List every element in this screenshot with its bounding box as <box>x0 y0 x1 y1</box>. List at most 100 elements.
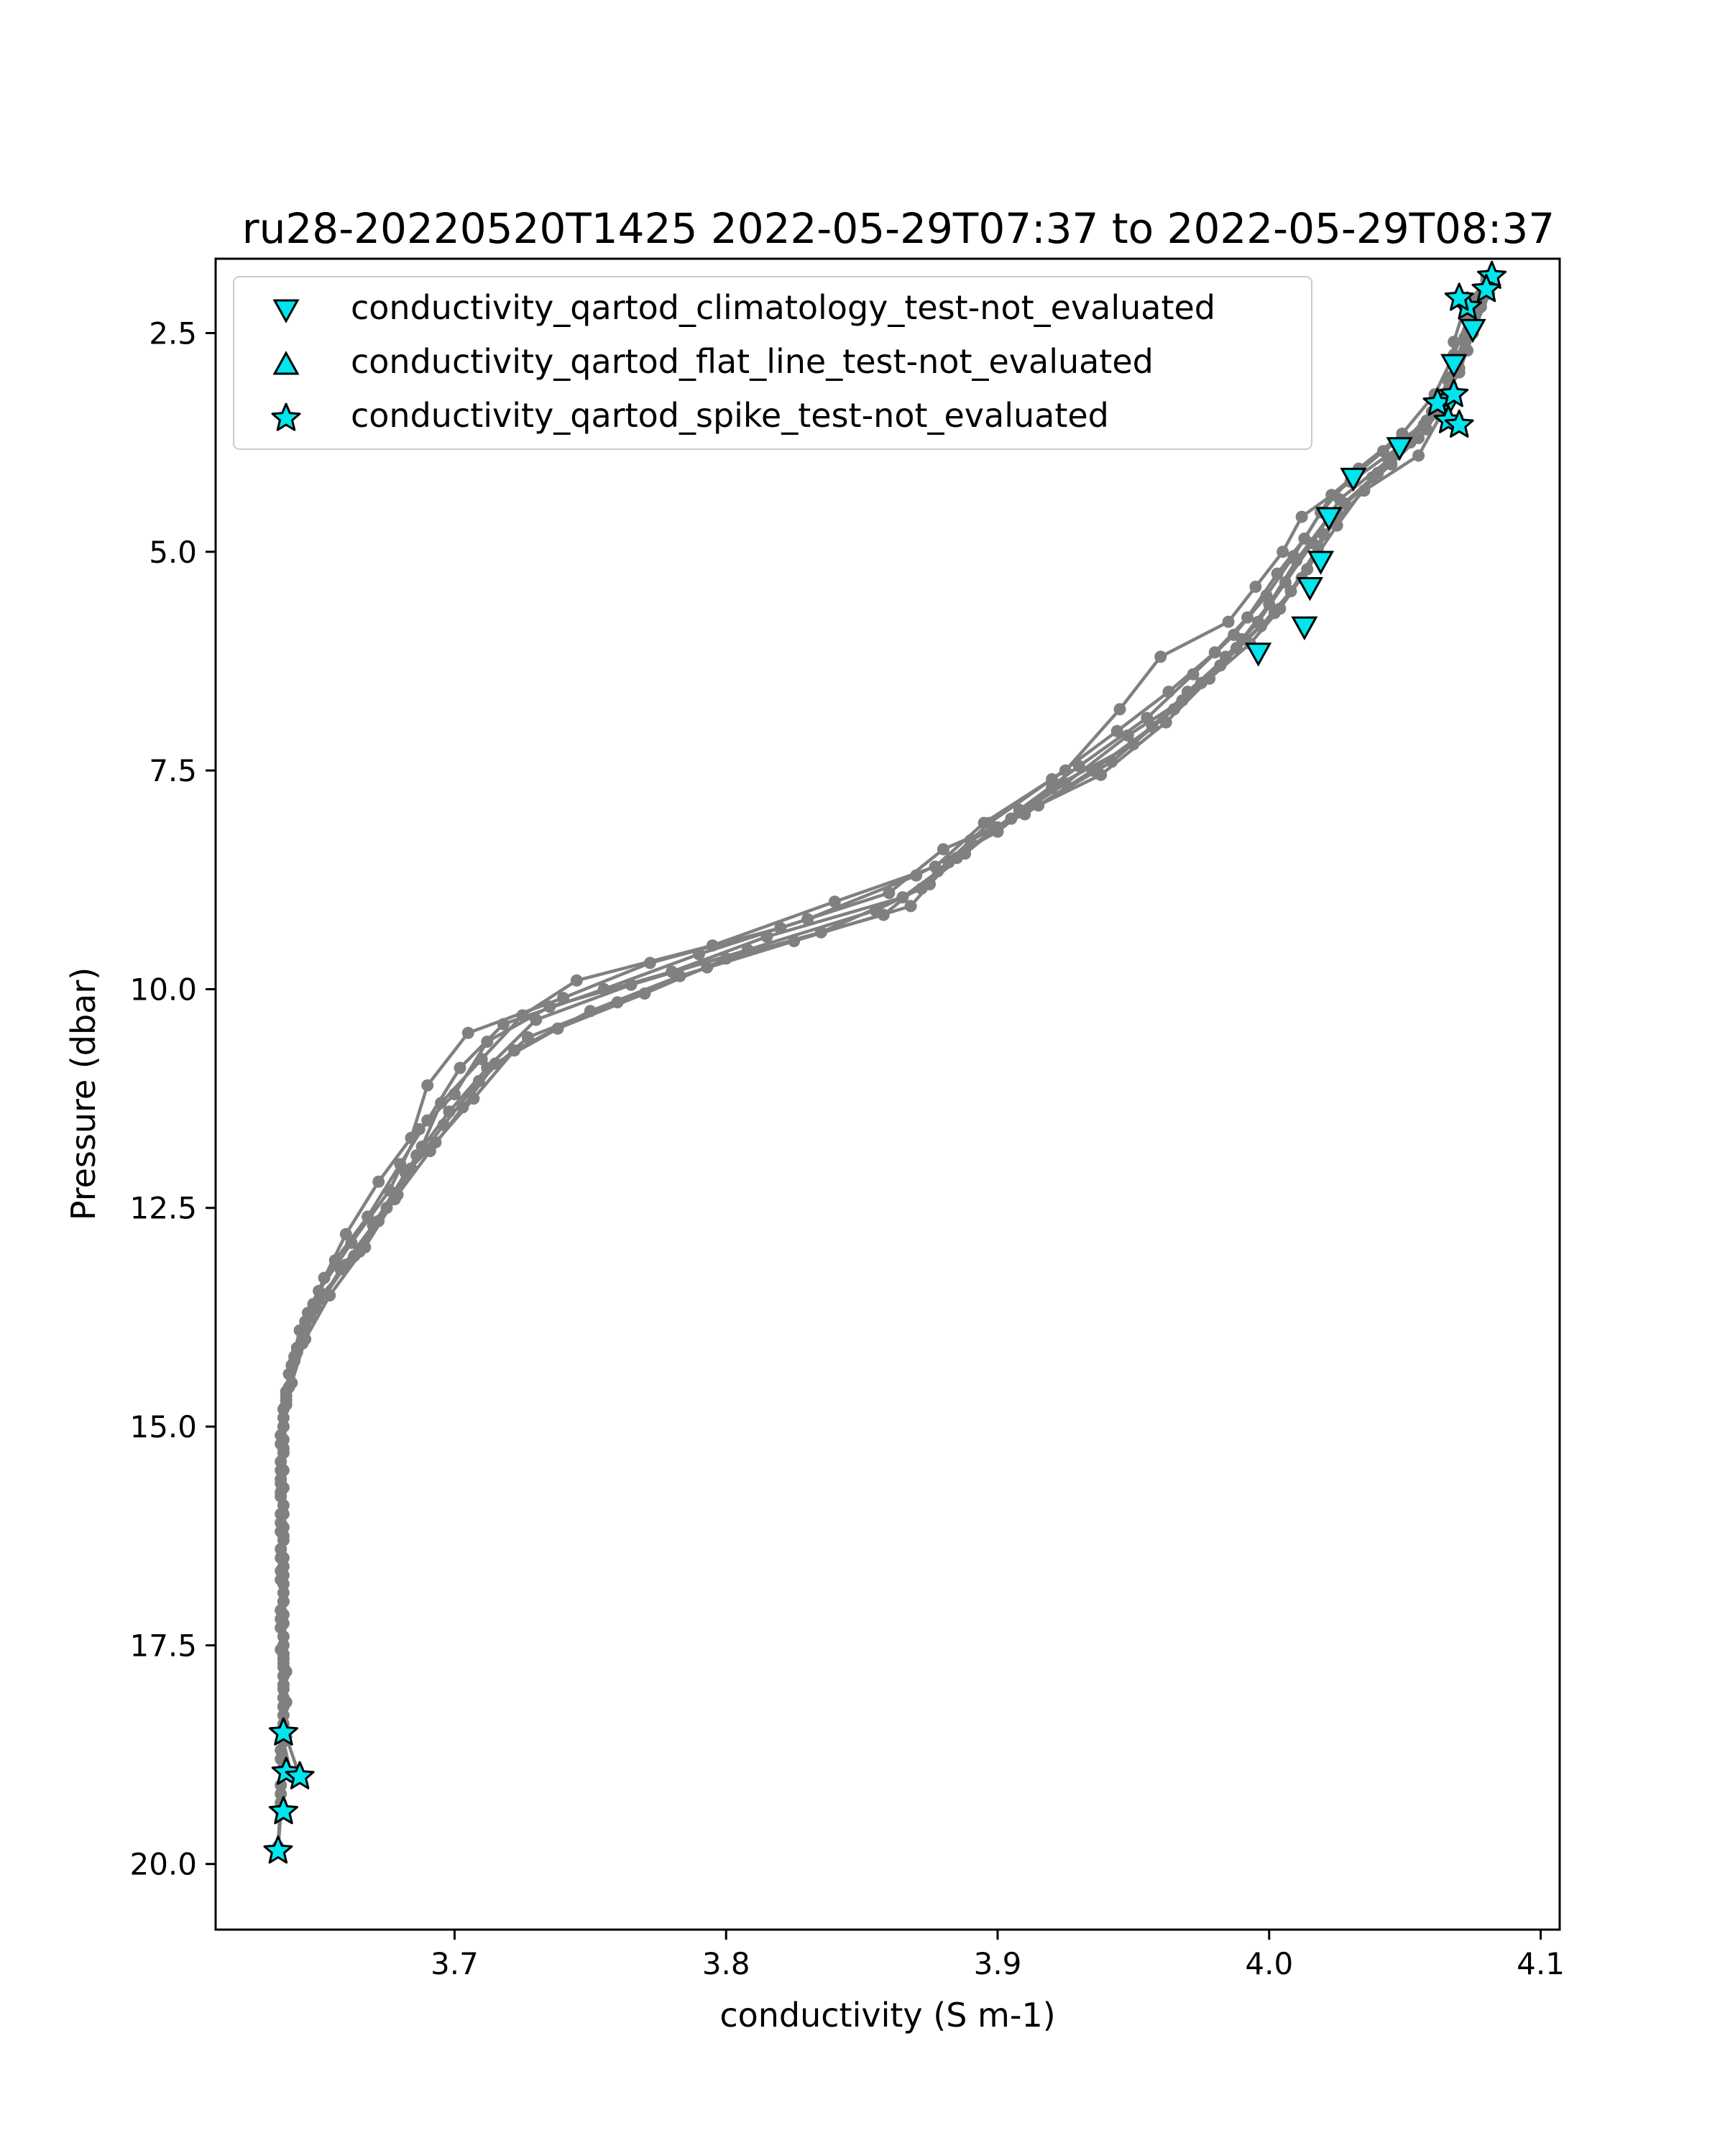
y-tick-label: 17.5 <box>129 1628 197 1663</box>
profile-point <box>828 895 841 908</box>
profile-point <box>359 1241 372 1253</box>
profile-point <box>1252 615 1265 628</box>
profile-point <box>877 908 890 921</box>
profile-point <box>1417 418 1430 431</box>
climatology-marker <box>1440 354 1468 378</box>
profile-point <box>339 1227 352 1240</box>
profile-point <box>1276 545 1289 558</box>
profile-point <box>1461 344 1474 357</box>
climatology-marker <box>1307 550 1335 575</box>
profile-point <box>275 1508 288 1521</box>
profile-point <box>448 1088 461 1100</box>
legend-markers <box>271 299 301 431</box>
profile-point <box>1241 611 1254 624</box>
y-tick-label: 20.0 <box>129 1847 197 1882</box>
x-axis-label: conductivity (S m-1) <box>719 1996 1055 2035</box>
y-tick-label: 5.0 <box>149 535 197 570</box>
qc-markers <box>263 260 1507 1864</box>
profile-point <box>323 1289 336 1302</box>
profile-point <box>277 1682 290 1695</box>
profile-point <box>643 957 656 969</box>
profile-point <box>285 1376 298 1389</box>
legend-marker-spike <box>271 402 301 431</box>
profile-point <box>345 1236 358 1249</box>
x-tick-label: 4.0 <box>1245 1946 1293 1981</box>
profile-point <box>391 1189 404 1201</box>
profile-point <box>1176 694 1189 707</box>
climatology-marker <box>1291 616 1318 641</box>
spike-marker <box>1471 274 1501 303</box>
profile-point <box>692 948 705 961</box>
profile-point <box>1376 445 1389 458</box>
profile-point <box>1298 533 1311 545</box>
profile-point <box>456 1101 469 1114</box>
climatology-marker <box>1340 467 1367 492</box>
profile-point <box>461 1026 474 1039</box>
climatology-marker <box>1386 437 1413 461</box>
profile-point <box>275 1644 288 1656</box>
profile-point <box>1219 650 1232 663</box>
profile-point <box>1295 510 1308 523</box>
profile-point <box>1301 563 1314 576</box>
profile-point <box>910 869 923 882</box>
profile-point <box>570 974 583 987</box>
profile-point <box>1249 581 1262 593</box>
y-tick-label: 15.0 <box>129 1409 197 1445</box>
y-tick-label: 2.5 <box>149 315 197 351</box>
profile-point <box>423 1145 436 1158</box>
profile-point <box>313 1284 326 1297</box>
profile-point <box>1287 550 1300 563</box>
x-tick-label: 4.1 <box>1517 1946 1565 1981</box>
x-axis: 3.7 3.8 3.9 4.0 4.1 <box>431 1930 1565 1981</box>
spike-marker <box>268 1717 298 1746</box>
legend-marker-flat-line <box>272 351 300 375</box>
climatology-marker <box>1459 318 1486 344</box>
profile-point <box>1110 724 1123 737</box>
profile-point <box>481 1036 494 1048</box>
profile-point <box>1113 703 1126 716</box>
profile-point <box>543 1000 556 1013</box>
climatology-marker <box>1245 642 1272 667</box>
x-tick-label: 3.9 <box>974 1946 1022 1981</box>
spike-marker <box>1444 282 1474 311</box>
profile-point <box>638 987 651 1000</box>
y-tick-label: 10.0 <box>129 972 197 1007</box>
profile-point <box>1187 668 1200 681</box>
profile-line <box>279 275 1489 1777</box>
profile-point <box>760 930 773 943</box>
legend-label-climatology: conductivity_qartod_climatology_test-not… <box>351 288 1215 327</box>
profile-point <box>1154 650 1167 663</box>
spike-marker <box>1439 379 1469 407</box>
profile-point <box>1159 716 1172 729</box>
x-tick-label: 3.8 <box>702 1946 750 1981</box>
profile-point <box>1222 615 1235 628</box>
profile-point <box>413 1123 426 1135</box>
profile-point <box>719 952 732 965</box>
profile-point <box>489 1057 502 1070</box>
profile-point <box>883 887 896 899</box>
legend-box <box>233 276 1312 450</box>
profile-point <box>372 1175 385 1188</box>
profile-point <box>904 900 917 913</box>
climatology-marker <box>1296 576 1323 602</box>
profile-point <box>1271 567 1284 580</box>
profile-point <box>1279 576 1292 589</box>
profile-point <box>299 1332 312 1345</box>
profile-line <box>279 306 1483 1786</box>
plot-frame <box>214 257 1561 1931</box>
profile-point <box>1208 646 1221 659</box>
profile-point <box>801 913 814 926</box>
profiles <box>272 270 1499 1857</box>
legend-marker-climatology <box>272 299 300 323</box>
legend-label-flat-line: conductivity_qartod_flat_line_test-not_e… <box>351 342 1154 381</box>
y-axis-label: Pressure (dbar) <box>64 967 103 1220</box>
spike-marker <box>263 1835 293 1864</box>
profile-point <box>1059 777 1072 790</box>
profile-point <box>277 1552 290 1565</box>
spike-marker <box>268 1796 298 1825</box>
profile-point <box>1141 711 1154 724</box>
profile-point <box>551 1022 564 1035</box>
profile-point <box>454 1061 466 1074</box>
profile-point <box>277 1595 290 1608</box>
